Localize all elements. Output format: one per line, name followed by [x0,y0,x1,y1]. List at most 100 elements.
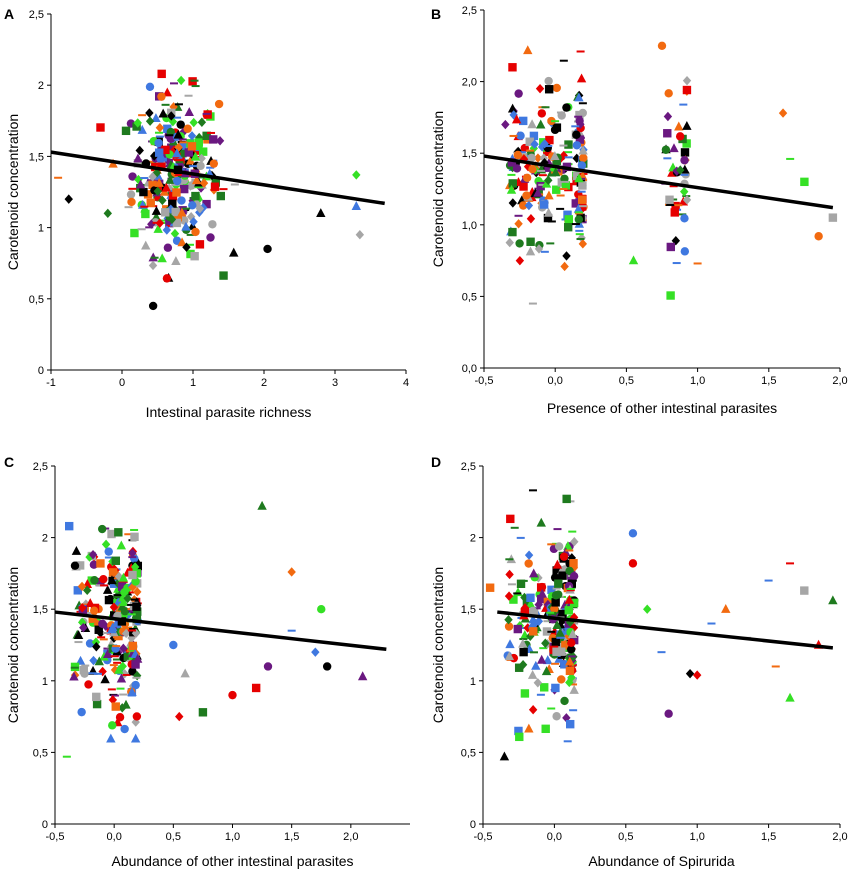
data-point [127,613,136,616]
data-point [287,567,296,577]
data-point [116,687,125,690]
data-point [541,724,550,734]
panel-letter: B [431,6,441,22]
data-point [569,684,579,694]
data-point [539,647,548,650]
data-point [515,239,524,248]
data-point [552,83,561,93]
panel-letter: D [431,454,441,470]
data-point [569,623,579,633]
data-point [555,627,565,637]
data-point [679,103,688,106]
data-point [154,177,164,187]
data-point [682,85,692,95]
data-point [147,179,156,182]
data-point [522,173,532,182]
data-point [148,180,157,190]
data-point [148,172,157,182]
data-point [97,524,107,534]
data-point [70,666,79,669]
data-point [542,627,552,636]
data-point [576,238,585,241]
data-point [107,529,116,539]
data-point [145,116,155,126]
data-point [666,291,675,300]
data-point [176,155,185,164]
data-point [517,151,526,154]
data-point [553,528,562,531]
data-point [93,672,102,675]
data-point [161,208,170,217]
data-point [168,199,177,209]
y-tick-label: 0,0 [462,363,477,375]
data-point [569,559,578,568]
data-point [148,260,158,271]
data-point [104,595,114,605]
y-axis-label: Carotenoid concentration [430,567,446,723]
data-point [172,236,182,245]
data-point [674,121,684,131]
data-point [565,549,574,552]
data-point [529,143,538,154]
data-point [103,647,112,650]
data-point [528,606,538,616]
data-point [120,607,130,616]
data-point [552,647,561,656]
data-point [171,256,181,266]
data-point [140,205,149,208]
data-point [566,589,575,592]
x-axis-label: Abundance of other intestinal parasites [111,853,353,869]
data-point [92,699,102,709]
data-point [577,190,586,193]
data-point [533,678,543,688]
data-point [544,76,553,86]
data-point [657,651,666,654]
data-point [513,592,522,595]
x-tick-label: 2,0 [832,375,847,387]
data-point [564,151,573,154]
data-point [575,211,584,214]
data-point [191,191,200,201]
data-point [786,562,795,565]
data-point [505,237,514,248]
y-tick-label: 1 [470,676,476,688]
data-point [196,176,205,179]
data-point [550,167,561,177]
data-point [124,206,133,209]
data-point [528,164,537,174]
data-point [202,112,211,115]
data-point [104,547,113,556]
data-point [546,242,555,245]
data-point [527,119,537,129]
data-point [116,540,127,550]
data-point [552,559,563,569]
data-point [133,587,142,597]
data-point [540,683,549,692]
data-point [101,539,111,550]
data-point [100,584,109,587]
data-point [547,630,556,633]
data-point [90,606,99,615]
data-point [504,591,514,601]
data-point [539,180,548,183]
data-point [575,233,584,236]
data-point [671,236,681,246]
data-point [167,214,177,225]
data-point [154,148,164,157]
data-point [157,162,166,171]
data-point [551,637,560,647]
data-point [133,118,142,128]
data-point [128,556,137,559]
data-point [564,594,575,604]
data-point [509,595,518,604]
data-point [568,579,577,582]
data-point [189,217,198,227]
data-point [88,549,98,560]
data-point [571,125,580,128]
data-point [561,181,571,190]
data-point [563,210,572,219]
data-point [514,89,523,98]
data-point [84,680,93,689]
data-point [522,191,531,200]
data-point [185,155,196,165]
